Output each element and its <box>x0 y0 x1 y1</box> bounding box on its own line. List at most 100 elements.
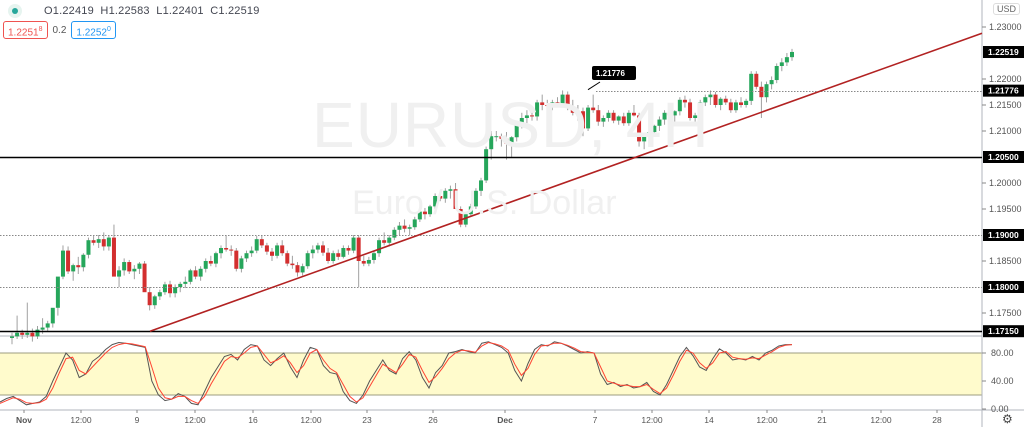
candle-bull <box>10 336 14 338</box>
candle-bull <box>769 80 774 85</box>
quote-buttons: 1.22518 0.2 1.22520 <box>3 21 116 39</box>
price-label-text: 1.18000 <box>988 282 1019 292</box>
callout-pointer <box>587 81 601 91</box>
candle-bear <box>570 107 575 113</box>
candle-bull <box>626 112 631 124</box>
gear-icon[interactable]: ⚙ <box>1002 412 1013 426</box>
spread-value: 0.2 <box>52 24 67 36</box>
currency-label[interactable]: USD <box>993 3 1021 15</box>
trendline[interactable] <box>149 32 983 332</box>
market-status-icon[interactable] <box>8 4 22 18</box>
candle-bull <box>239 258 244 269</box>
candle-bull <box>601 118 606 122</box>
candle-bull <box>106 237 111 247</box>
candle-bear <box>382 240 387 243</box>
candle-bear <box>631 112 636 116</box>
time-tick-label: 12:00 <box>300 415 322 425</box>
candle-bull <box>40 327 45 330</box>
price-tick-label: 1.20000 <box>989 178 1022 188</box>
time-tick-label: 12:00 <box>756 415 778 425</box>
candle-bear <box>193 270 198 277</box>
candle-bull <box>790 51 794 58</box>
candle-bull <box>213 253 218 264</box>
candle-bear <box>754 73 759 87</box>
sell-button[interactable]: 1.22518 <box>3 21 48 39</box>
candles-group <box>10 48 794 345</box>
candle-bear <box>356 237 361 261</box>
time-tick-label: 26 <box>428 415 438 425</box>
candle-bull <box>764 84 769 98</box>
time-tick-label: 7 <box>593 415 598 425</box>
candle-bear <box>234 250 239 269</box>
candle-bull <box>188 270 193 282</box>
candle-bear <box>264 245 269 252</box>
candle-bull <box>55 276 60 308</box>
candle-bear <box>20 332 25 335</box>
candle-bear <box>361 261 366 264</box>
candle-bull <box>524 115 529 118</box>
candle-bear <box>688 102 693 118</box>
candle-bear <box>127 262 132 272</box>
candle-bull <box>560 94 565 104</box>
candle-bull <box>484 149 489 181</box>
candle-bear <box>723 98 728 103</box>
candle-bull <box>784 57 789 63</box>
candle-bull <box>132 268 137 272</box>
candle-bull <box>203 261 208 269</box>
candle-bear <box>565 94 570 108</box>
candle-bull <box>642 136 647 142</box>
candle-bull <box>428 206 433 215</box>
candle-bull <box>275 245 280 256</box>
time-tick-label: 28 <box>932 415 942 425</box>
stochastic-band <box>0 353 982 395</box>
candle-bull <box>703 97 708 103</box>
candle-bull <box>586 107 591 129</box>
candle-bull <box>137 263 142 269</box>
candle-bear <box>91 240 96 243</box>
candle-bear <box>326 252 331 261</box>
price-tick-label: 1.22000 <box>989 74 1022 84</box>
candle-bull <box>35 329 40 337</box>
price-tick-label: 1.21000 <box>989 126 1022 136</box>
candle-bull <box>96 239 101 243</box>
candle-bear <box>667 112 672 116</box>
sell-price-pip: 8 <box>38 26 43 33</box>
candle-bull <box>718 98 723 105</box>
candle-bull <box>774 66 779 81</box>
candle-bull <box>463 214 468 225</box>
candle-bull <box>616 116 621 121</box>
buy-button[interactable]: 1.22520 <box>71 21 116 39</box>
price-label-text: 1.19000 <box>988 230 1019 240</box>
candle-bull <box>198 268 203 277</box>
level-price-label <box>983 229 1024 241</box>
candle-bear <box>453 189 458 209</box>
candle-bear <box>66 250 71 272</box>
candle-bull <box>550 102 555 107</box>
candle-bull <box>647 132 652 137</box>
candle-bear <box>499 136 504 139</box>
candle-bull <box>575 111 580 113</box>
buy-price: 1.2252 <box>76 27 107 39</box>
candle-bear <box>30 332 35 337</box>
candle-bear <box>739 102 744 105</box>
price-label-text: 1.17150 <box>988 326 1019 336</box>
price-tick-label: 1.19500 <box>989 204 1022 214</box>
candle-bull <box>387 237 392 243</box>
candle-bear <box>280 245 285 254</box>
candle-bear <box>290 263 295 266</box>
candle-bull <box>473 190 478 207</box>
candle-bull <box>300 266 305 273</box>
candle-bull <box>698 102 703 116</box>
candle-bear <box>540 102 545 105</box>
candle-bear <box>728 102 733 111</box>
candle-bull <box>178 283 183 287</box>
candle-bull <box>152 296 157 306</box>
level-price-label <box>983 151 1024 163</box>
symbol-watermark: EURUSD, 4H <box>312 89 710 161</box>
candle-bear <box>208 261 213 264</box>
callout-box[interactable] <box>592 66 636 80</box>
candle-bear <box>621 116 626 124</box>
candle-bull <box>351 237 356 251</box>
candle-bear <box>346 248 351 251</box>
